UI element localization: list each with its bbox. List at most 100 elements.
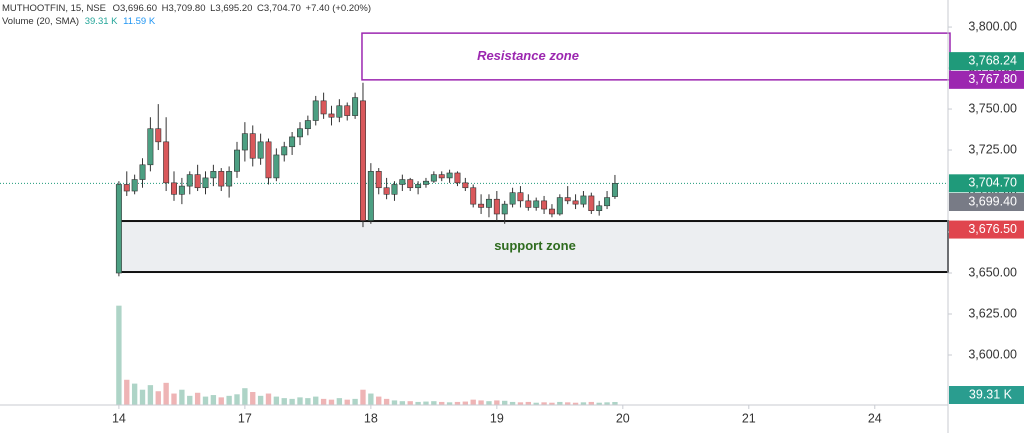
volume-bar	[525, 401, 532, 405]
candle-body	[155, 128, 162, 143]
candle-body	[580, 195, 587, 205]
candle-body	[336, 105, 343, 118]
volume-value: 39.31 K	[85, 16, 118, 27]
x-tick-label: 21	[742, 411, 756, 425]
candle-body	[415, 184, 422, 189]
candle-body	[147, 128, 154, 166]
candle-body	[139, 164, 146, 180]
volume-label: 39.31 K	[969, 387, 1013, 401]
volume-bar	[250, 392, 256, 405]
candle-body	[312, 100, 319, 121]
volume-bar	[478, 400, 484, 405]
volume-bar	[509, 401, 516, 405]
volume-bar	[517, 402, 524, 405]
y-tick-label: 3,600.00	[968, 347, 1017, 361]
candle-body	[611, 183, 618, 197]
volume-bar	[289, 398, 295, 405]
x-tick-label: 17	[238, 411, 252, 425]
support-label: support zone	[494, 238, 576, 253]
price-label-box	[949, 52, 1024, 71]
candle-body	[186, 174, 193, 187]
candle-body	[367, 171, 374, 221]
volume-bar	[431, 401, 437, 405]
candle-body	[438, 174, 445, 179]
candle-body	[383, 187, 390, 195]
volume-bar	[572, 402, 579, 405]
y-tick-label: 3,725.00	[968, 142, 1017, 156]
volume-bar	[502, 400, 508, 405]
low: L3,695.20	[210, 3, 252, 14]
volume-bar	[210, 395, 217, 405]
candle-body	[533, 200, 540, 208]
volume-bar	[281, 398, 287, 405]
volume-bar	[116, 305, 122, 405]
candle-body	[564, 197, 571, 202]
plot: Resistance zone support zone	[0, 32, 951, 405]
price-label: 3,676.50	[968, 222, 1017, 236]
price-label: 3,699.40	[968, 194, 1017, 208]
volume-bar	[580, 402, 587, 405]
candle-body	[249, 133, 256, 159]
close: C3,704.70	[257, 3, 301, 14]
candle-body	[289, 136, 296, 148]
volume-bar	[305, 398, 311, 405]
candle-body	[226, 171, 233, 187]
candle-body	[202, 177, 209, 189]
candle-body	[163, 141, 170, 184]
candle-body	[391, 184, 398, 195]
header: MUTHOOTFIN, 15, NSE O3,696.60 H3,709.80 …	[2, 3, 371, 14]
volume-bar	[242, 388, 248, 405]
high: H3,709.80	[162, 3, 206, 14]
volume-bar	[131, 383, 138, 405]
candle-body	[273, 154, 280, 179]
volume-bar	[376, 396, 382, 405]
price-label-box	[949, 174, 1024, 193]
candle-body	[462, 182, 469, 189]
candle-body	[344, 105, 351, 116]
candle-body	[407, 179, 414, 189]
volume-bar	[446, 402, 453, 405]
candle-body	[171, 182, 177, 195]
candle-body	[588, 195, 595, 211]
candle-body	[485, 198, 492, 208]
volume-bar	[454, 401, 461, 405]
candle-body	[320, 100, 327, 115]
candle-body	[360, 100, 366, 221]
candle-body	[541, 200, 548, 210]
volume-bar	[604, 402, 610, 405]
volume-bar	[541, 402, 547, 405]
candle-body	[257, 141, 264, 159]
volume-title: Volume (20, SMA)	[2, 16, 79, 27]
volume-bar	[399, 401, 406, 405]
candle-body	[525, 200, 532, 208]
volume-bar	[588, 401, 594, 405]
volume-bar	[202, 396, 209, 405]
candle-body	[470, 187, 477, 205]
x-tick-label: 19	[490, 411, 504, 425]
candle-body	[596, 205, 603, 211]
symbol: MUTHOOTFIN, 15, NSE	[2, 3, 106, 14]
candle-body	[604, 197, 611, 207]
price-label: 3,768.24	[968, 53, 1017, 67]
candle-body	[446, 172, 453, 179]
volume-bar	[612, 401, 618, 405]
candle-body	[517, 192, 524, 202]
candle-body	[556, 197, 563, 215]
volume-bar	[273, 396, 280, 405]
candle-body	[194, 174, 201, 189]
volume-bar	[187, 395, 193, 405]
volume-bar	[265, 393, 272, 405]
volume-bar	[257, 395, 264, 405]
y-tick-label: 3,750.00	[968, 101, 1017, 115]
candle-body	[422, 180, 429, 185]
candle-body	[328, 113, 335, 118]
y-tick-label: 3,625.00	[968, 306, 1017, 320]
candle-body	[241, 133, 248, 151]
volume-bar	[328, 399, 335, 405]
volume-bar	[171, 393, 177, 405]
volume-bar	[391, 400, 398, 405]
volume-bar	[533, 402, 539, 405]
volume-bar	[486, 401, 492, 405]
